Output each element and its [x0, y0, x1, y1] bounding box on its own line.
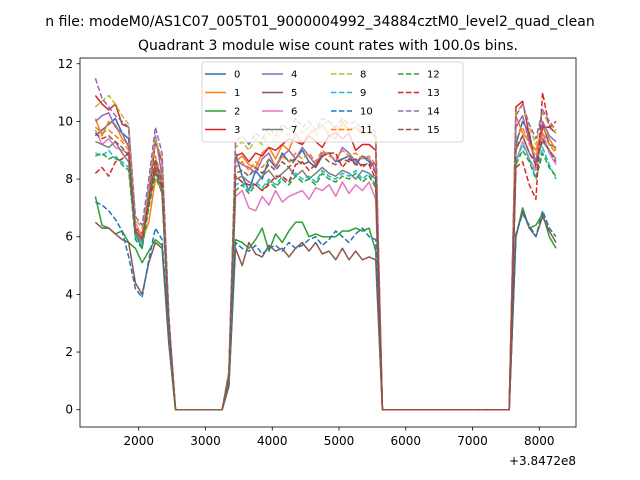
- legend-label-9: 9: [360, 88, 366, 99]
- x-tick-label: 5000: [324, 434, 355, 448]
- chart-title: Quadrant 3 module wise count rates with …: [138, 38, 518, 54]
- legend-label-0: 0: [234, 70, 240, 81]
- legend-label-2: 2: [234, 107, 240, 118]
- x-tick-label: 3000: [190, 434, 221, 448]
- y-axis: 0 2 4 6 8 10 12: [58, 57, 80, 417]
- y-tick-label: 2: [65, 345, 73, 359]
- legend-label-12: 12: [427, 70, 440, 81]
- y-tick-label: 4: [65, 287, 73, 301]
- plot-lines: [94, 77, 557, 411]
- x-tick-label: 6000: [390, 434, 421, 448]
- legend-label-8: 8: [360, 70, 366, 81]
- x-axis: 2000 3000 4000 5000 6000 7000 8000: [123, 427, 555, 448]
- x-tick-label: 4000: [257, 434, 288, 448]
- x-tick-label: 7000: [457, 434, 488, 448]
- legend-label-5: 5: [291, 88, 297, 99]
- legend-label-3: 3: [234, 125, 240, 136]
- y-tick-label: 10: [58, 114, 73, 128]
- legend-label-11: 11: [360, 125, 373, 136]
- legend-label-13: 13: [427, 88, 440, 99]
- y-tick-label: 6: [65, 230, 73, 244]
- axes-frame: [79, 57, 577, 428]
- series-line-15: [94, 132, 557, 411]
- legend-label-14: 14: [427, 107, 440, 118]
- legend-label-6: 6: [291, 107, 297, 118]
- y-tick-label: 0: [65, 403, 73, 417]
- legend-label-15: 15: [427, 125, 440, 136]
- legend-label-4: 4: [291, 70, 297, 81]
- y-tick-label: 12: [58, 57, 73, 71]
- legend-label-1: 1: [234, 88, 240, 99]
- x-tick-label: 2000: [123, 434, 154, 448]
- legend-label-7: 7: [291, 125, 297, 136]
- x-tick-label: 8000: [524, 434, 555, 448]
- legend-box: [201, 61, 464, 143]
- legend-label-10: 10: [360, 107, 373, 118]
- y-tick-label: 8: [65, 172, 73, 186]
- x-offset-label: +3.8472e8: [509, 454, 576, 468]
- figure-suptitle: n file: modeM0/AS1C07_005T01_9000004992_…: [45, 14, 594, 30]
